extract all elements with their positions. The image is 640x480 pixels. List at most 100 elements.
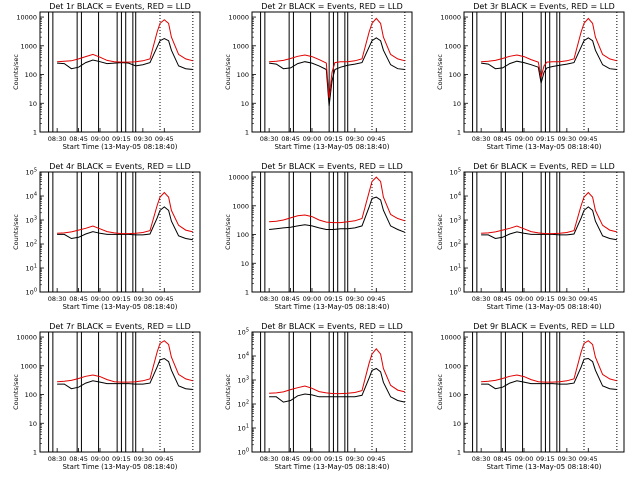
x-tick-label: 09:00	[515, 455, 534, 463]
y-tick-label: 102	[26, 240, 37, 249]
x-tick-label: 09:45	[367, 455, 386, 463]
x-axis-label: Start Time (13-May-05 08:18:40)	[62, 303, 177, 311]
y-tick-label: 100	[25, 391, 37, 399]
y-tick-label: 100	[449, 71, 461, 79]
lld-series-line	[57, 191, 194, 235]
lld-series-line	[57, 340, 194, 383]
plot-frame	[251, 331, 413, 453]
panel-title: Det 4r BLACK = Events, RED = LLD	[49, 162, 191, 171]
panel-title: Det 2r BLACK = Events, RED = LLD	[261, 2, 403, 11]
y-tick-label: 100	[449, 391, 461, 399]
panel-title: Det 7r BLACK = Events, RED = LLD	[49, 322, 191, 331]
x-tick-label: 08:30	[472, 135, 491, 143]
chart-panel: Det 7r BLACK = Events, RED = LLD 1 10 100 10…	[12, 322, 201, 471]
x-tick-label: 09:30	[345, 295, 364, 303]
chart-panel: Det 8r BLACK = Events, RED = LLD 100 101 10…	[224, 322, 413, 471]
lld-series-line	[481, 17, 618, 78]
x-tick-label: 08:30	[48, 455, 67, 463]
y-axis-label: Counts/sec	[12, 374, 20, 410]
y-tick-label: 10000	[440, 334, 461, 342]
plot-frame	[39, 11, 201, 133]
lld-series-line	[269, 176, 406, 224]
x-tick-label: 09:15	[324, 135, 343, 143]
x-tick-label: 09:30	[345, 455, 364, 463]
x-tick-label: 08:45	[493, 135, 512, 143]
chart-panel: Det 9r BLACK = Events, RED = LLD 1 10 100 10…	[436, 322, 625, 471]
y-tick-label: 102	[238, 400, 249, 409]
y-axis-label: Counts/sec	[224, 214, 232, 250]
x-tick-label: 09:00	[91, 135, 110, 143]
y-axis-label: Counts/sec	[12, 214, 20, 250]
chart-panel: Det 1r BLACK = Events, RED = LLD 1 10 100 10…	[12, 2, 201, 151]
y-tick-label: 1	[245, 289, 249, 297]
x-axis-label: Start Time (13-May-05 08:18:40)	[486, 143, 601, 151]
x-tick-label: 09:45	[579, 135, 598, 143]
y-axis-label: Counts/sec	[436, 54, 444, 90]
plot-frame	[39, 331, 201, 453]
x-tick-label: 09:30	[133, 455, 152, 463]
x-axis-label: Start Time (13-May-05 08:18:40)	[486, 463, 601, 471]
x-tick-label: 09:15	[112, 455, 131, 463]
x-tick-label: 09:15	[324, 455, 343, 463]
y-tick-label: 10	[29, 420, 37, 428]
x-tick-label: 08:45	[281, 295, 300, 303]
x-tick-label: 09:30	[345, 135, 364, 143]
plot-frame	[463, 331, 625, 453]
y-axis-label: Counts/sec	[224, 54, 232, 90]
panel-title: Det 9r BLACK = Events, RED = LLD	[473, 322, 615, 331]
y-axis-label: Counts/sec	[436, 214, 444, 250]
x-tick-label: 08:45	[281, 455, 300, 463]
x-tick-label: 09:15	[112, 295, 131, 303]
events-series-line	[481, 357, 617, 390]
y-tick-label: 1000	[20, 42, 37, 50]
chart-panel: Det 2r BLACK = Events, RED = LLD 1 10 100 10…	[224, 2, 413, 151]
y-tick-label: 103	[26, 216, 37, 225]
events-series-line	[481, 206, 617, 241]
x-tick-label: 09:45	[367, 295, 386, 303]
y-tick-label: 100	[26, 288, 37, 297]
x-tick-label: 08:30	[48, 135, 67, 143]
events-series-line	[269, 367, 406, 403]
x-axis-label: Start Time (13-May-05 08:18:40)	[62, 463, 177, 471]
x-tick-label: 08:30	[260, 295, 279, 303]
y-tick-label: 1	[33, 129, 37, 137]
y-tick-label: 104	[238, 352, 249, 361]
y-tick-label: 1000	[232, 202, 249, 210]
chart-panel: Det 3r BLACK = Events, RED = LLD 1 10 100 10…	[436, 2, 625, 151]
y-tick-label: 100	[237, 71, 249, 79]
x-tick-label: 09:00	[303, 135, 322, 143]
events-series-line	[269, 196, 406, 233]
x-tick-label: 09:00	[303, 455, 322, 463]
y-tick-label: 1000	[444, 42, 461, 50]
x-axis-label: Start Time (13-May-05 08:18:40)	[62, 143, 177, 151]
x-tick-label: 09:45	[367, 135, 386, 143]
x-tick-label: 09:15	[536, 455, 555, 463]
x-tick-label: 08:30	[472, 455, 491, 463]
y-tick-label: 100	[450, 288, 461, 297]
y-tick-label: 10000	[16, 334, 37, 342]
y-tick-label: 103	[450, 216, 461, 225]
panel-title: Det 3r BLACK = Events, RED = LLD	[473, 2, 615, 11]
y-tick-label: 100	[25, 71, 37, 79]
panel-title: Det 8r BLACK = Events, RED = LLD	[261, 322, 403, 331]
x-tick-label: 09:45	[155, 135, 174, 143]
x-tick-label: 09:15	[536, 135, 555, 143]
y-tick-label: 10000	[440, 14, 461, 22]
x-tick-label: 09:00	[515, 295, 534, 303]
x-tick-label: 09:00	[515, 135, 534, 143]
plot-frame	[463, 11, 625, 133]
x-axis-label: Start Time (13-May-05 08:18:40)	[274, 143, 389, 151]
y-axis-label: Counts/sec	[12, 54, 20, 90]
chart-panel: Det 4r BLACK = Events, RED = LLD 100 101 10…	[12, 162, 201, 311]
x-tick-label: 09:15	[324, 295, 343, 303]
y-tick-label: 101	[450, 264, 461, 273]
y-tick-label: 10	[29, 100, 37, 108]
plot-frame	[251, 11, 413, 133]
x-tick-label: 09:30	[557, 455, 576, 463]
x-tick-label: 09:15	[536, 295, 555, 303]
panel-title: Det 5r BLACK = Events, RED = LLD	[261, 162, 403, 171]
y-tick-label: 105	[26, 168, 37, 177]
y-tick-label: 10000	[228, 14, 249, 22]
lld-series-line	[269, 17, 406, 99]
